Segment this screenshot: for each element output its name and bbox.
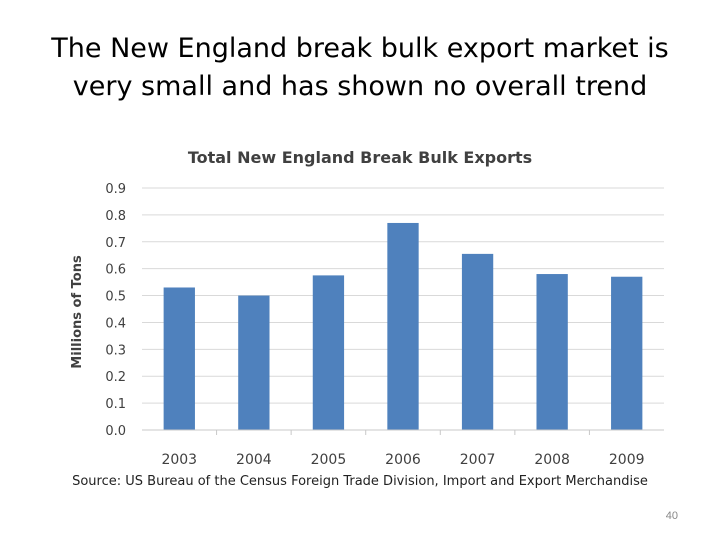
x-tick-label: 2008 [534, 452, 570, 468]
y-tick-label: 0.6 [105, 263, 126, 278]
y-tick-label: 0.2 [105, 370, 126, 385]
y-tick-label: 0.5 [105, 290, 126, 305]
x-tick-label: 2009 [609, 452, 645, 468]
bar-2004 [238, 295, 270, 430]
slide-title-line-2: very small and has shown no overall tren… [72, 71, 648, 102]
x-tick-label: 2004 [236, 452, 272, 468]
bars [163, 222, 643, 430]
y-tick-label: 0.1 [105, 397, 126, 412]
bar-2003 [163, 287, 195, 430]
x-tick-label: 2006 [385, 452, 421, 468]
bar-2005 [312, 275, 345, 430]
y-tick-label: 0.8 [105, 209, 126, 224]
y-tick-label: 0.7 [105, 236, 126, 251]
y-tick-label: 0.4 [105, 316, 126, 331]
y-tick-label: 0.0 [105, 424, 126, 439]
x-axis-ticks: 2003 2004 2005 2006 2007 2008 2009 [161, 430, 645, 468]
bar-2007 [461, 253, 494, 430]
chart-title: Total New England Break Bulk Exports [188, 148, 532, 167]
bar-chart: Total New England Break Bulk Exports Mil… [70, 148, 664, 468]
bar-2006 [387, 222, 419, 430]
page-number: 40 [665, 510, 678, 522]
slide-title: The New England break bulk export market… [20, 30, 700, 106]
y-tick-label: 0.9 [105, 182, 126, 197]
x-tick-label: 2005 [311, 452, 347, 468]
x-tick-label: 2003 [161, 452, 197, 468]
y-axis-ticks: 0.0 0.1 0.2 0.3 0.4 0.5 0.6 0.7 0.8 0.9 [105, 182, 126, 439]
bar-2009 [611, 276, 643, 430]
y-tick-label: 0.3 [105, 343, 126, 358]
x-tick-label: 2007 [460, 452, 496, 468]
bar-2008 [536, 274, 568, 430]
source-note: Source: US Bureau of the Census Foreign … [72, 474, 648, 489]
y-axis-label: Millions of Tons [70, 255, 85, 369]
slide-title-line-1: The New England break bulk export market… [51, 33, 669, 64]
